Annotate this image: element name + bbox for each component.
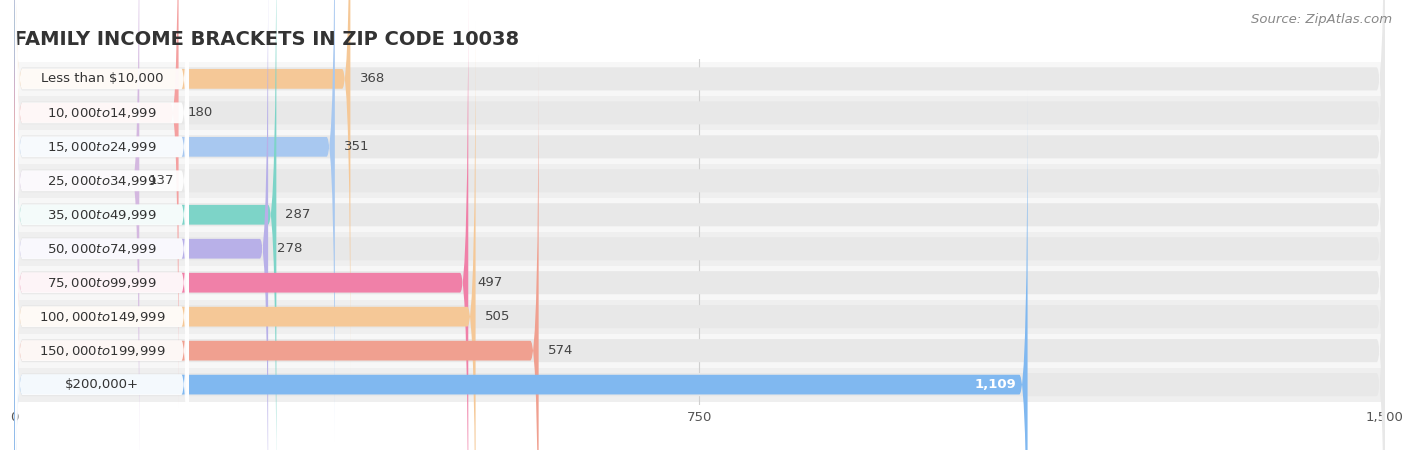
FancyBboxPatch shape: [14, 0, 179, 409]
FancyBboxPatch shape: [14, 0, 1385, 407]
Text: 497: 497: [478, 276, 503, 289]
Bar: [14, 300, 1385, 333]
Text: $25,000 to $34,999: $25,000 to $34,999: [46, 174, 156, 188]
Text: $50,000 to $74,999: $50,000 to $74,999: [46, 242, 156, 256]
FancyBboxPatch shape: [14, 0, 277, 450]
Text: 278: 278: [277, 242, 302, 255]
Text: 1,109: 1,109: [974, 378, 1017, 391]
Bar: [14, 130, 1385, 164]
Text: $200,000+: $200,000+: [65, 378, 139, 391]
FancyBboxPatch shape: [15, 0, 188, 450]
FancyBboxPatch shape: [15, 0, 188, 374]
Bar: [14, 164, 1385, 198]
Text: FAMILY INCOME BRACKETS IN ZIP CODE 10038: FAMILY INCOME BRACKETS IN ZIP CODE 10038: [14, 30, 519, 49]
Text: $75,000 to $99,999: $75,000 to $99,999: [46, 276, 156, 290]
Bar: [14, 198, 1385, 232]
Bar: [14, 333, 1385, 368]
FancyBboxPatch shape: [15, 0, 188, 442]
Text: 180: 180: [188, 106, 212, 119]
Text: $35,000 to $49,999: $35,000 to $49,999: [46, 208, 156, 222]
FancyBboxPatch shape: [14, 0, 1385, 373]
Text: 137: 137: [149, 174, 174, 187]
Text: $150,000 to $199,999: $150,000 to $199,999: [38, 344, 165, 358]
FancyBboxPatch shape: [14, 0, 1385, 450]
Text: $15,000 to $24,999: $15,000 to $24,999: [46, 140, 156, 154]
FancyBboxPatch shape: [15, 21, 188, 450]
FancyBboxPatch shape: [14, 89, 1028, 450]
FancyBboxPatch shape: [15, 0, 188, 340]
FancyBboxPatch shape: [14, 56, 1385, 450]
FancyBboxPatch shape: [15, 123, 188, 450]
FancyBboxPatch shape: [14, 0, 1385, 450]
FancyBboxPatch shape: [14, 0, 350, 375]
FancyBboxPatch shape: [14, 0, 269, 450]
Text: 574: 574: [548, 344, 574, 357]
FancyBboxPatch shape: [14, 0, 468, 450]
Bar: [14, 96, 1385, 130]
Text: 351: 351: [344, 140, 370, 153]
Text: 505: 505: [485, 310, 510, 323]
FancyBboxPatch shape: [14, 55, 538, 450]
FancyBboxPatch shape: [14, 0, 1385, 441]
FancyBboxPatch shape: [14, 22, 1385, 450]
Text: Source: ZipAtlas.com: Source: ZipAtlas.com: [1251, 14, 1392, 27]
Text: $10,000 to $14,999: $10,000 to $14,999: [46, 106, 156, 120]
Bar: [14, 62, 1385, 96]
Text: $100,000 to $149,999: $100,000 to $149,999: [38, 310, 165, 324]
Text: 368: 368: [360, 72, 385, 86]
FancyBboxPatch shape: [15, 89, 188, 450]
FancyBboxPatch shape: [14, 21, 475, 450]
Bar: [14, 232, 1385, 266]
Bar: [14, 368, 1385, 401]
FancyBboxPatch shape: [14, 0, 1385, 450]
Text: Less than $10,000: Less than $10,000: [41, 72, 163, 86]
FancyBboxPatch shape: [14, 0, 335, 443]
FancyBboxPatch shape: [14, 90, 1385, 450]
FancyBboxPatch shape: [15, 0, 188, 408]
FancyBboxPatch shape: [14, 0, 1385, 450]
FancyBboxPatch shape: [15, 0, 188, 450]
Text: 287: 287: [285, 208, 311, 221]
FancyBboxPatch shape: [15, 55, 188, 450]
FancyBboxPatch shape: [14, 0, 139, 450]
Bar: [14, 266, 1385, 300]
